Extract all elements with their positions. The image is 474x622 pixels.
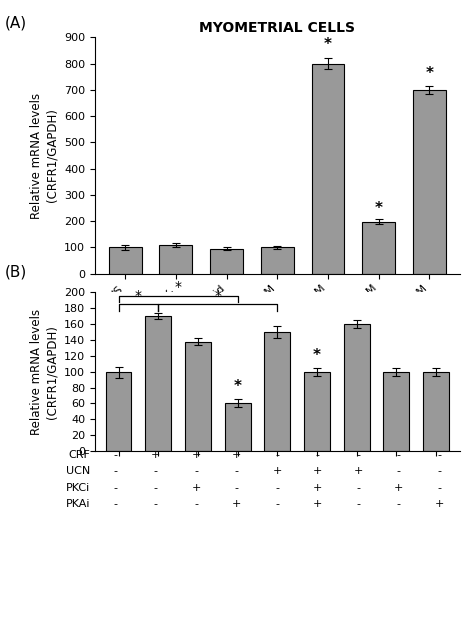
Text: -: - [194, 466, 198, 476]
Text: -: - [275, 483, 279, 493]
Text: -: - [397, 499, 401, 509]
Bar [159, 245, 192, 274]
Bar [261, 248, 294, 274]
Bar [225, 403, 251, 451]
Text: -: - [113, 483, 117, 493]
Text: *: * [313, 348, 321, 363]
Bar [264, 332, 290, 451]
Text: +: + [313, 499, 322, 509]
Bar [210, 249, 243, 274]
Text: UCN: UCN [66, 466, 90, 476]
Text: -: - [438, 483, 441, 493]
Bar [413, 90, 446, 274]
Bar [344, 324, 370, 451]
Text: CRF: CRF [68, 450, 90, 460]
Text: +: + [191, 483, 201, 493]
Text: +: + [313, 466, 322, 476]
Text: -: - [356, 483, 360, 493]
Text: *: * [324, 37, 332, 52]
Text: +: + [435, 499, 444, 509]
Bar [304, 373, 330, 451]
Text: +: + [191, 450, 201, 460]
Text: -: - [397, 450, 401, 460]
Y-axis label: Relative mRNA levels
(CRFR1/GAPDH): Relative mRNA levels (CRFR1/GAPDH) [30, 309, 58, 435]
Text: -: - [154, 499, 158, 509]
Bar [106, 373, 131, 451]
Text: -: - [275, 450, 279, 460]
Text: +: + [394, 483, 404, 493]
Text: *: * [374, 201, 383, 216]
Text: +: + [151, 450, 160, 460]
Bar [423, 373, 449, 451]
Text: -: - [356, 450, 360, 460]
Title: MYOMETRIAL CELLS: MYOMETRIAL CELLS [199, 21, 356, 35]
Text: (A): (A) [5, 16, 27, 31]
Bar [311, 63, 345, 274]
Text: +: + [354, 466, 363, 476]
Text: PKCi: PKCi [66, 483, 90, 493]
Bar [362, 221, 395, 274]
Bar [185, 341, 211, 451]
Bar [146, 316, 171, 451]
Bar [383, 373, 409, 451]
Text: PKAi: PKAi [65, 499, 90, 509]
Text: *: * [425, 66, 433, 81]
Text: -: - [113, 466, 117, 476]
Text: -: - [235, 466, 239, 476]
Text: -: - [194, 499, 198, 509]
Text: +: + [232, 450, 241, 460]
Text: +: + [273, 466, 282, 476]
Text: *: * [135, 289, 142, 303]
Text: -: - [397, 466, 401, 476]
Text: *: * [234, 379, 242, 394]
Text: -: - [356, 499, 360, 509]
Text: -: - [275, 499, 279, 509]
Text: +: + [232, 499, 241, 509]
Bar [109, 248, 142, 274]
Text: (B): (B) [5, 265, 27, 280]
Y-axis label: Relative mRNA levels
(CRFR1/GAPDH): Relative mRNA levels (CRFR1/GAPDH) [30, 93, 58, 218]
Text: -: - [113, 499, 117, 509]
Text: -: - [235, 483, 239, 493]
Text: -: - [438, 450, 441, 460]
Text: -: - [438, 466, 441, 476]
Text: +: + [313, 483, 322, 493]
Text: -: - [154, 466, 158, 476]
Text: *: * [174, 280, 182, 294]
Text: *: * [214, 289, 221, 303]
Text: -: - [316, 450, 320, 460]
Text: -: - [154, 483, 158, 493]
Text: -: - [113, 450, 117, 460]
